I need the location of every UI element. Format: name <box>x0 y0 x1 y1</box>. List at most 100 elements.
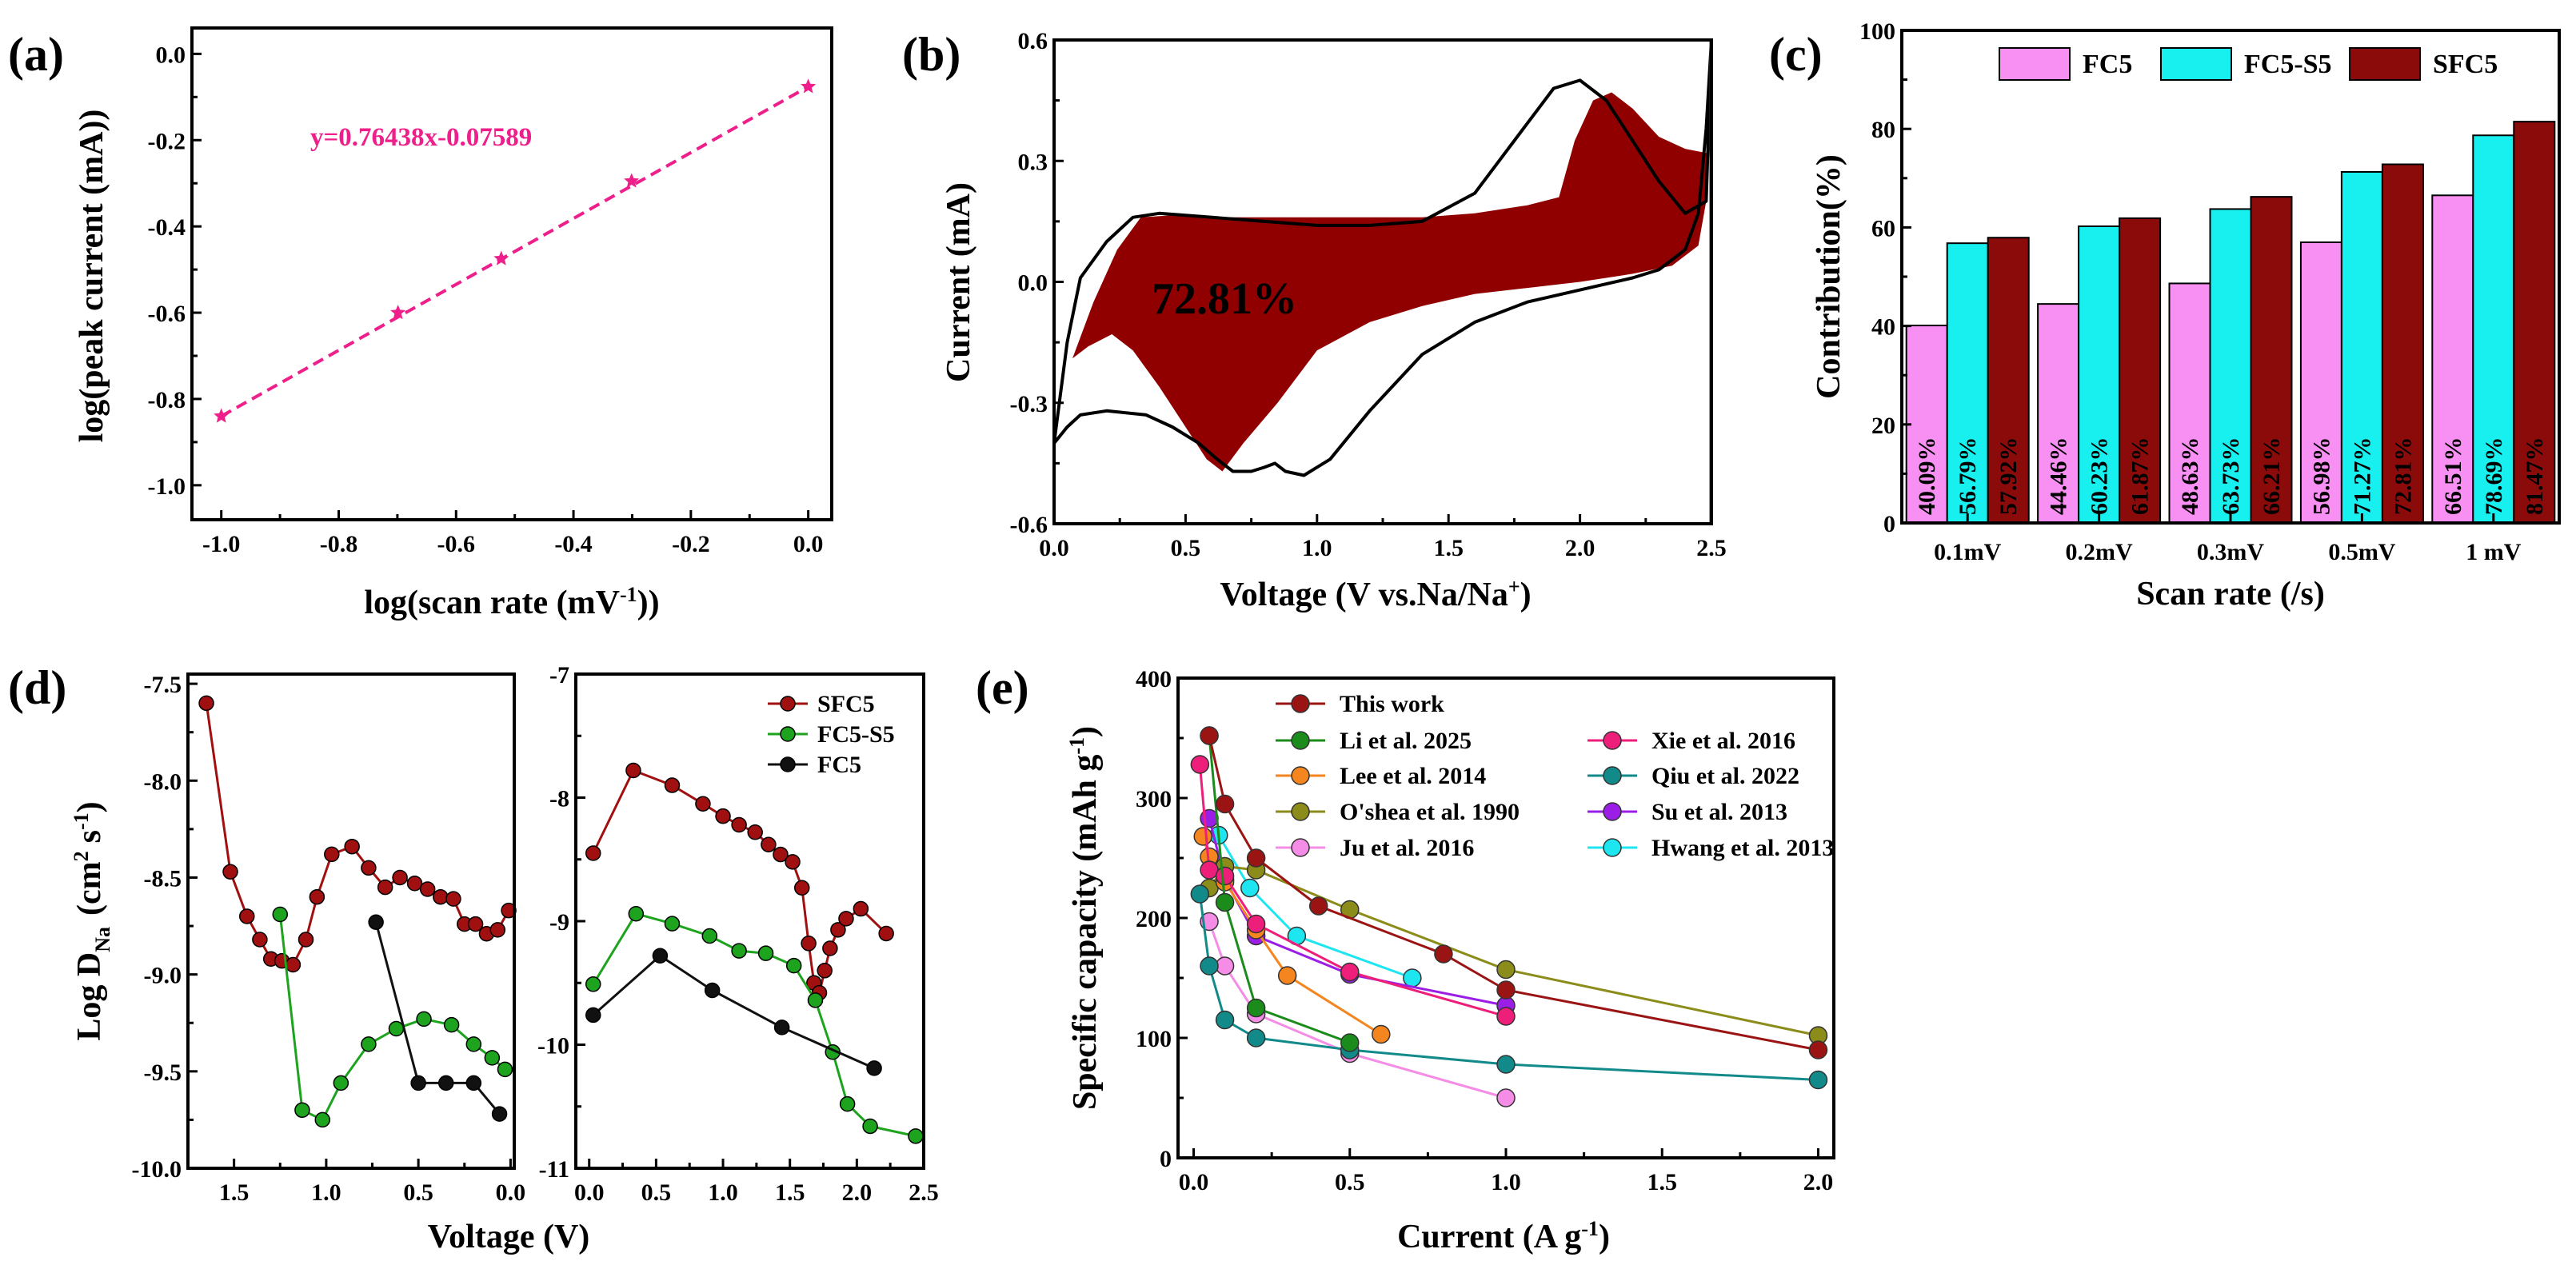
legend-label: Lee et al. 2014 <box>1340 763 1486 789</box>
series-point-sfc5 <box>361 860 377 876</box>
category-label: 1 mV <box>2466 539 2521 565</box>
panel-d-right-ytick-label: -8 <box>549 786 569 812</box>
series-line <box>1208 735 1351 1044</box>
legend-marker <box>780 726 796 742</box>
panel-a-xtick-label: -1.0 <box>202 531 241 557</box>
legend-label: FC5 <box>2083 50 2132 79</box>
series-point-sfc5 <box>801 936 817 952</box>
panel-d-plot <box>198 695 924 1144</box>
series-point-sfc5 <box>309 888 325 905</box>
panel-e-ytick-label: 400 <box>1136 666 1172 692</box>
series-point-fc5 <box>368 914 384 930</box>
series-point-sfc5 <box>773 846 789 863</box>
bar-value-label: 78.69% <box>2481 437 2507 516</box>
panel-d-right-ytick-label: -11 <box>539 1156 569 1183</box>
bar-value-label: 48.63% <box>2177 437 2203 516</box>
legend-label: This work <box>1340 691 1444 717</box>
category-label: 0.2mV <box>2066 539 2133 565</box>
panel-e-legend: This work Li et al. 2025 Xie et al. 2016 Le… <box>1276 691 1834 861</box>
panel-d-left-xtick-label: 1.0 <box>311 1179 341 1206</box>
series-point <box>1403 968 1422 988</box>
panel-a-xtick-label: 0.0 <box>793 531 824 557</box>
bar-value-label: 66.21% <box>2258 437 2285 516</box>
series-point-sfc5 <box>664 777 681 793</box>
panel-d-left-xtick-label: 0.0 <box>496 1179 526 1206</box>
panel-e-chart: 0.0 0.5 1.0 1.5 2.0 0 100 200 300 400 This work Li… <box>1065 666 1835 1255</box>
series-point-fc5 <box>866 1060 882 1076</box>
bar-value-label: 56.98% <box>2308 437 2334 516</box>
series-point <box>1246 998 1266 1018</box>
panel-c-label: (c) <box>1769 28 1823 81</box>
panel-e-xlabel: Current (A g-1) <box>1397 1217 1610 1255</box>
series-point <box>1215 866 1235 886</box>
series-point-fc5 <box>773 1020 790 1036</box>
capacitive-percent-label: 72.81% <box>1152 274 1297 324</box>
bar-fc5-s5 <box>2472 134 2515 524</box>
panel-b-ticks: 0.0 0.5 1.0 1.5 2.0 2.5 -0.6 -0.3 0.0 0.3 0.6 <box>1010 28 1727 561</box>
panel-d-ticks: 1.5 1.0 0.5 0.0 -10.0 -9.5 -9.0 -8.5 -8.0 -7.5 0.0… <box>132 662 939 1206</box>
panel-a-frame <box>190 26 833 521</box>
series-point <box>1496 1055 1516 1074</box>
panel-e-plot <box>1190 726 1828 1107</box>
legend-swatch-sfc5 <box>2349 47 2421 81</box>
panel-b-xtick-label: 0.0 <box>1039 535 1069 561</box>
panel-c-ytick-label: 20 <box>1871 413 1895 439</box>
panel-b-xtick-label: 1.0 <box>1302 535 1332 561</box>
series-point-sfc5 <box>406 875 423 892</box>
bar-fc5-s5 <box>2078 225 2121 524</box>
series-point <box>1190 755 1210 774</box>
panel-e-xtick-label: 1.5 <box>1647 1169 1677 1195</box>
legend-swatch-fc5-s5 <box>2160 47 2232 81</box>
bar-value-label: 56.79% <box>1955 437 1981 516</box>
series-point-fc5 <box>465 1075 482 1091</box>
bar-sfc5 <box>2119 217 2162 524</box>
series-point-sfc5 <box>817 963 833 979</box>
panel-b-ytick-label: 0.6 <box>1018 28 1048 54</box>
panel-b-xtick-label: 2.5 <box>1696 535 1727 561</box>
legend-marker <box>780 696 796 712</box>
series-point-sfc5 <box>625 762 641 779</box>
series-point-fc5 <box>491 1106 508 1122</box>
panel-c-ticks: 0.1mV 0.2mV 0.3mV 0.5mV 1 mV 0 20 40 60 80 100 <box>1859 18 2522 565</box>
bar-value-label: 72.81% <box>2390 437 2416 516</box>
capacitive-fill-area <box>1072 92 1707 472</box>
series-point <box>1240 878 1260 898</box>
panel-d-left-ytick-label: -8.0 <box>144 768 182 795</box>
panel-e-xtick-label: 2.0 <box>1803 1169 1834 1195</box>
bar-sfc5 <box>2513 121 2556 524</box>
series-point <box>1215 956 1235 976</box>
series-point-fc5 <box>410 1075 426 1091</box>
legend-marker <box>1603 766 1622 785</box>
panel-b-label: (b) <box>902 28 961 81</box>
series-point <box>1200 956 1219 976</box>
series-point-fc5 <box>652 948 669 964</box>
panel-c-frame <box>1900 29 2561 525</box>
panel-c-ytick-label: 100 <box>1859 18 1895 45</box>
bar-value-label: 61.87% <box>2127 437 2154 516</box>
cv-curve <box>1052 38 1713 477</box>
legend-marker <box>1603 802 1622 821</box>
panel-a-ytick-label: -0.6 <box>148 301 186 327</box>
series-point-sfc5 <box>222 864 238 880</box>
series-point-fc5-s5 <box>839 1095 856 1112</box>
bar-fc5 <box>2299 241 2342 524</box>
bar-fc5-s5 <box>2209 208 2252 524</box>
series-point-sfc5 <box>747 824 763 840</box>
series-point <box>1496 980 1516 1000</box>
series-point <box>1200 726 1219 745</box>
panel-b-ytick-label: 0.3 <box>1018 149 1048 175</box>
legend-label: O'shea et al. 1990 <box>1340 799 1520 825</box>
panel-a-ytick-label: -1.0 <box>148 473 186 500</box>
series-point-sfc5 <box>489 922 506 938</box>
panel-a-ylabel: log(peak current (mA)) <box>74 110 110 443</box>
legend-label: Ju et al. 2016 <box>1340 835 1474 861</box>
series-point-fc5-s5 <box>731 943 747 959</box>
panel-c-xlabel: Scan rate (/s) <box>2136 576 2325 613</box>
legend-swatch-fc5 <box>1999 47 2071 81</box>
series-point-sfc5 <box>501 902 517 919</box>
legend-label: SFC5 <box>817 691 875 717</box>
series-point-fc5-s5 <box>497 1061 513 1078</box>
panel-c-ytick-label: 60 <box>1871 215 1895 241</box>
series-line <box>1217 834 1413 980</box>
series-point <box>1372 1024 1391 1044</box>
